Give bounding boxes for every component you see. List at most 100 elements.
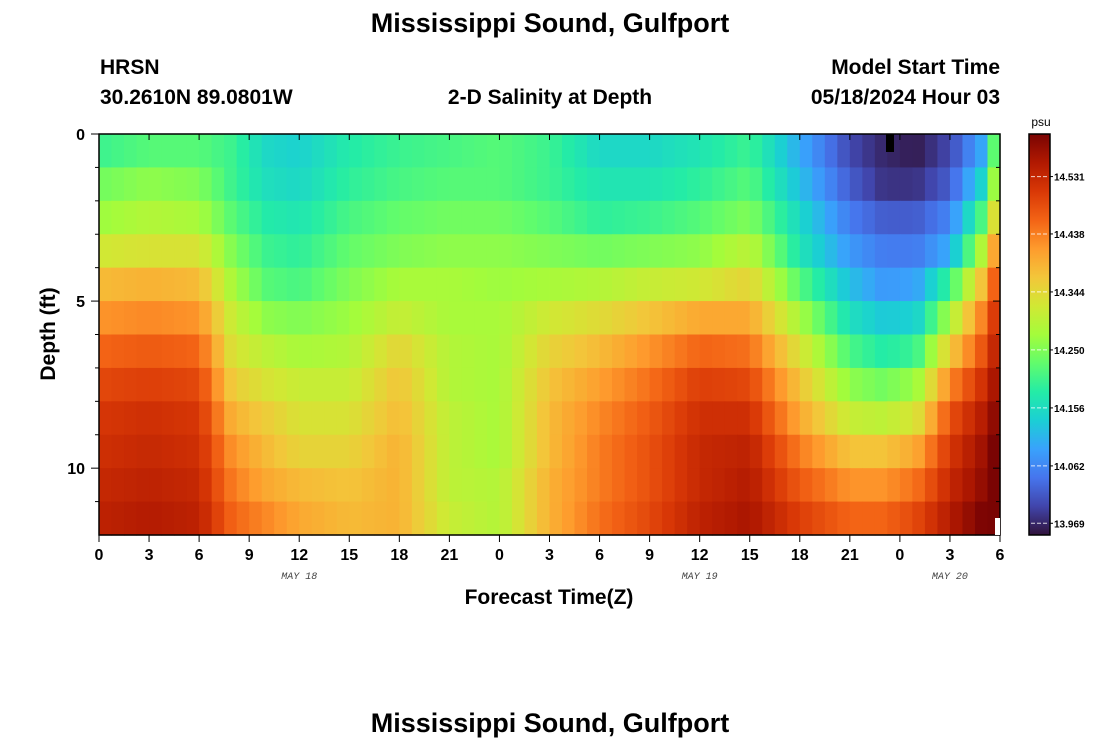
heatmap-cell (949, 167, 964, 202)
heatmap-cell (774, 167, 788, 202)
heatmap-cell (587, 401, 601, 436)
heatmap-cell (311, 468, 325, 503)
heatmap-cell (336, 401, 350, 436)
heatmap-cell (311, 301, 325, 336)
heatmap-cell (712, 134, 726, 169)
heatmap-cell (324, 401, 338, 436)
heatmap-cell (687, 401, 701, 436)
heatmap-cell (874, 301, 888, 336)
heatmap-cell (949, 334, 964, 369)
heatmap-cell (99, 267, 113, 302)
heatmap-cell (624, 134, 638, 169)
heatmap-cell (286, 134, 300, 169)
heatmap-cell (249, 134, 263, 169)
heatmap-cell (474, 167, 488, 202)
heatmap-cell (924, 301, 939, 336)
heatmap-cell (687, 267, 701, 302)
heatmap-cell (161, 468, 175, 503)
heatmap-cell (862, 434, 876, 469)
heatmap-cell (349, 334, 363, 369)
heatmap-cell (699, 334, 713, 369)
heatmap-cell (599, 234, 613, 269)
heatmap-cell (862, 234, 876, 269)
heatmap-cell (286, 434, 300, 469)
heatmap-cell (749, 301, 763, 336)
heatmap-cell (524, 301, 538, 336)
heatmap-cell (211, 301, 225, 336)
heatmap-cell (311, 367, 325, 402)
heatmap-cell (937, 167, 951, 202)
heatmap-cell (261, 167, 275, 202)
x-tick-label: 12 (290, 547, 308, 564)
heatmap-cell (924, 234, 939, 269)
heatmap-cell (536, 167, 551, 202)
heatmap-cell (211, 200, 225, 235)
heatmap-cell (712, 167, 726, 202)
heatmap-cell (161, 367, 175, 402)
heatmap-cell (549, 501, 563, 536)
heatmap-cell (299, 434, 313, 469)
heatmap-cell (674, 367, 688, 402)
heatmap-cell (724, 401, 738, 436)
heatmap-cell (624, 200, 638, 235)
heatmap-cell (962, 134, 976, 169)
heatmap-cell (874, 167, 888, 202)
heatmap-cell (649, 200, 663, 235)
heatmap-cell (199, 367, 213, 402)
heatmap-cell (637, 234, 651, 269)
heatmap-cell (99, 200, 113, 235)
heatmap-cell (874, 401, 888, 436)
heatmap-cell (974, 267, 989, 302)
heatmap-cell (899, 434, 913, 469)
heatmap-cell (799, 234, 813, 269)
heatmap-cell (486, 301, 501, 336)
heatmap-cell (637, 468, 651, 503)
heatmap-cell (336, 200, 350, 235)
heatmap-cell (924, 334, 939, 369)
heatmap-cell (649, 468, 663, 503)
heatmap-cell (987, 301, 1001, 336)
heatmap-cell (949, 401, 964, 436)
heatmap-cell (211, 367, 225, 402)
heatmap-cell (486, 468, 501, 503)
heatmap-cell (186, 434, 200, 469)
heatmap-cell (587, 367, 601, 402)
heatmap-cell (562, 200, 576, 235)
heatmap-cell (511, 134, 526, 169)
heatmap-cell (549, 167, 563, 202)
heatmap-cell (449, 434, 463, 469)
heatmap-cell (149, 367, 163, 402)
heatmap-cell (111, 401, 125, 436)
heatmap-cell (874, 468, 888, 503)
heatmap-cell (411, 301, 425, 336)
model-start-label: Model Start Time (831, 56, 1000, 79)
heatmap-cell (662, 234, 676, 269)
heatmap-cell (349, 367, 363, 402)
heatmap-cell (649, 134, 663, 169)
heatmap-cell (336, 134, 350, 169)
heatmap-cell (837, 334, 851, 369)
heatmap-cell (274, 200, 288, 235)
x-tick-label: 0 (95, 547, 104, 564)
heatmap-cell (224, 167, 238, 202)
heatmap-cell (587, 468, 601, 503)
heatmap-cell (724, 334, 738, 369)
heatmap-cell (912, 167, 926, 202)
heatmap-cell (762, 434, 776, 469)
heatmap-cell (987, 401, 1001, 436)
heatmap-cell (962, 167, 976, 202)
heatmap-cell (587, 134, 601, 169)
heatmap-cell (849, 434, 863, 469)
heatmap-cell (461, 200, 476, 235)
heatmap-cell (749, 134, 763, 169)
heatmap-cell (737, 301, 751, 336)
heatmap-cell (924, 134, 939, 169)
heatmap-cell (199, 434, 213, 469)
heatmap-cell (612, 267, 626, 302)
heatmap-cell (699, 401, 713, 436)
heatmap-cell (849, 200, 863, 235)
heatmap-cell (699, 468, 713, 503)
heatmap-cell (424, 334, 438, 369)
heatmap-cell (862, 267, 876, 302)
heatmap-cell (374, 234, 388, 269)
